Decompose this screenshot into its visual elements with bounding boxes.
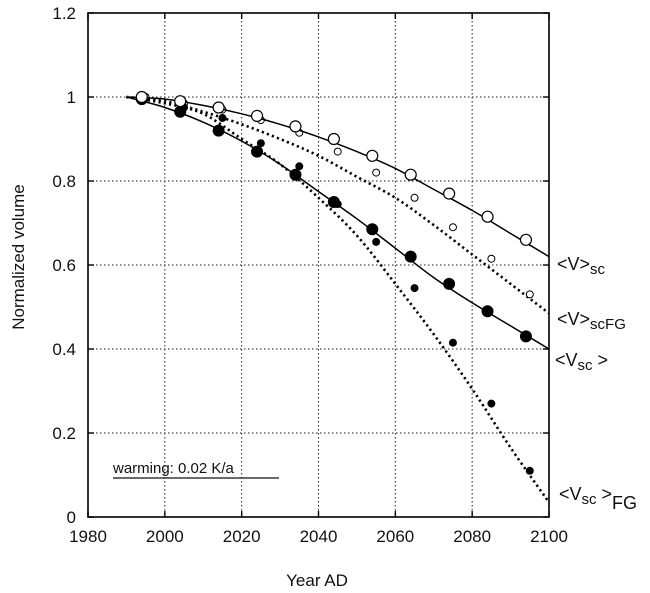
data-point bbox=[519, 330, 532, 343]
data-point bbox=[487, 399, 496, 408]
data-point bbox=[404, 168, 417, 181]
y-tick-label: 0.8 bbox=[52, 172, 76, 191]
warming-annotation: warming: 0.02 K/a bbox=[112, 460, 235, 477]
x-axis-title: Year AD bbox=[286, 571, 348, 590]
x-tick-label: 2080 bbox=[453, 527, 491, 546]
x-tick-label: 2040 bbox=[300, 527, 338, 546]
series-label: <V>sc bbox=[557, 254, 606, 278]
series-group bbox=[126, 95, 551, 504]
data-point bbox=[289, 120, 302, 133]
data-point bbox=[443, 277, 456, 290]
data-point bbox=[218, 114, 227, 122]
data-point bbox=[487, 254, 496, 263]
data-point bbox=[448, 223, 457, 232]
series-label: <Vsc >FG bbox=[559, 484, 637, 513]
data-point bbox=[256, 139, 265, 148]
series-line bbox=[126, 95, 550, 315]
y-tick-label: 0.2 bbox=[52, 424, 76, 443]
data-point bbox=[333, 147, 342, 156]
y-tick-label: 1.2 bbox=[52, 4, 76, 23]
data-point bbox=[174, 95, 187, 108]
data-point bbox=[289, 168, 302, 181]
data-point bbox=[410, 193, 419, 202]
y-tick-label: 1 bbox=[67, 88, 76, 107]
data-series bbox=[126, 90, 551, 504]
data-point bbox=[333, 200, 342, 209]
y-tick-label: 0.4 bbox=[52, 340, 76, 359]
x-tick-label: 2060 bbox=[376, 527, 414, 546]
data-point bbox=[519, 233, 533, 246]
data-point bbox=[327, 132, 340, 146]
data-point bbox=[295, 162, 304, 171]
series-group bbox=[126, 90, 550, 258]
axis-ticks: 1980 2000 2020 2040 2060 2080 2100 0 0.2 0.4 0.6 0.… bbox=[52, 4, 568, 546]
series-labels: <V>scFG <Vsc > <Vsc >FG <V>sc bbox=[555, 254, 637, 513]
x-tick-label: 1980 bbox=[69, 527, 107, 546]
x-tick-label: 2000 bbox=[146, 527, 184, 546]
data-point bbox=[135, 90, 148, 104]
series-line bbox=[126, 96, 550, 258]
data-point bbox=[481, 305, 494, 318]
data-point bbox=[525, 290, 534, 299]
series-line bbox=[126, 95, 551, 504]
y-axis-title: Normalized volume bbox=[9, 184, 28, 330]
grid-lines bbox=[87, 12, 550, 518]
data-point bbox=[443, 187, 456, 200]
data-point bbox=[212, 101, 225, 114]
data-point bbox=[372, 237, 381, 246]
data-point bbox=[366, 149, 379, 162]
data-point bbox=[404, 250, 417, 263]
data-point bbox=[448, 338, 457, 347]
series-label: <Vsc > bbox=[555, 350, 608, 374]
series-label: <V>scFG bbox=[557, 309, 626, 333]
x-tick-label: 2020 bbox=[223, 527, 261, 546]
data-point bbox=[251, 145, 264, 158]
data-point bbox=[410, 284, 419, 293]
y-tick-label: 0 bbox=[67, 508, 76, 527]
data-point bbox=[212, 124, 225, 137]
data-point bbox=[372, 168, 381, 177]
data-point bbox=[481, 210, 494, 223]
data-point bbox=[250, 109, 264, 123]
data-point bbox=[366, 223, 379, 236]
x-tick-label: 2100 bbox=[530, 527, 568, 546]
y-tick-label: 0.6 bbox=[52, 256, 76, 275]
data-point bbox=[525, 466, 534, 475]
